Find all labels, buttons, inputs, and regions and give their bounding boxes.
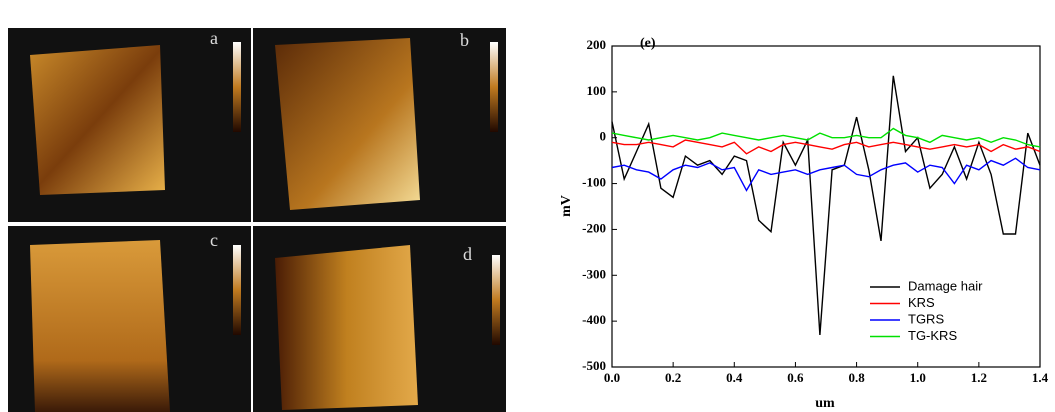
y-tick-label: -200: [582, 220, 606, 235]
y-tick-label: -100: [582, 175, 606, 190]
plot-frame: [611, 45, 1041, 368]
color-bar: [492, 255, 500, 345]
y-tick-label: -300: [582, 266, 606, 281]
afm-images: a b c d: [8, 28, 506, 412]
data-line: [611, 75, 1041, 335]
x-tick-label: 1.4: [1032, 370, 1049, 385]
x-axis-label: um: [815, 396, 835, 411]
y-tick-label: 0: [600, 129, 607, 144]
afm-surface: [30, 45, 165, 195]
legend-label: Damage hair: [908, 278, 983, 293]
x-tick-label: 0.6: [787, 370, 804, 385]
data-line: [611, 139, 1041, 155]
color-bar: [233, 245, 241, 335]
y-tick-label: 100: [587, 83, 607, 98]
panel-label: d: [463, 244, 472, 264]
afm-surface: [275, 245, 418, 410]
y-axis-label: mV: [559, 195, 574, 217]
data-line: [611, 157, 1041, 192]
color-bar: [490, 42, 498, 132]
x-tick-label: 0.0: [604, 370, 620, 385]
x-tick-label: 0.2: [665, 370, 681, 385]
x-tick-label: 1.0: [910, 370, 926, 385]
panel-label: b: [460, 30, 469, 50]
afm-surface: [275, 38, 420, 210]
legend-label: KRS: [908, 295, 935, 310]
x-tick-label: 0.8: [848, 370, 865, 385]
y-tick-label: -500: [582, 358, 606, 373]
y-tick-label: -400: [582, 312, 606, 327]
y-tick-label: 200: [587, 37, 607, 52]
data-line: [611, 127, 1041, 148]
legend-label: TGRS: [908, 311, 944, 326]
panel-label: c: [210, 230, 218, 250]
line-chart: (e) um mV -500 -400 -300 -200 -100 0 100 200 0.0…: [559, 36, 1048, 411]
color-bar: [233, 42, 241, 132]
x-tick-label: 1.2: [971, 370, 987, 385]
legend-label: TG-KRS: [908, 328, 957, 343]
afm-surface: [30, 240, 170, 412]
x-tick-label: 0.4: [726, 370, 743, 385]
annotation: (e): [640, 36, 656, 51]
panel-label: a: [210, 28, 218, 48]
